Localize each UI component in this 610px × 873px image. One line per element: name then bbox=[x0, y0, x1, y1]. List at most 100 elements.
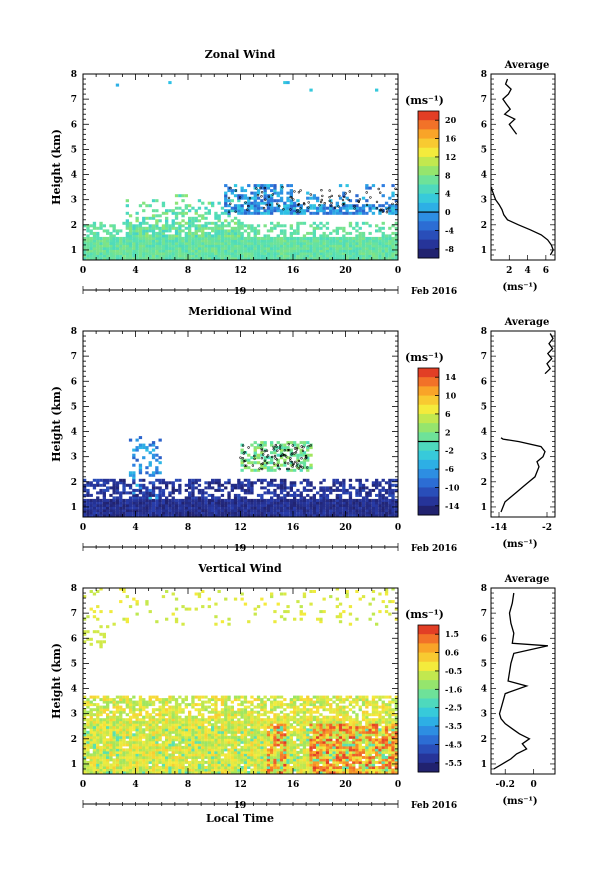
field-cell bbox=[125, 750, 129, 754]
field-cell bbox=[276, 194, 280, 198]
field-cell bbox=[270, 249, 274, 253]
field-cell bbox=[99, 511, 103, 515]
field-cell bbox=[191, 740, 195, 744]
field-cell bbox=[115, 83, 120, 87]
field-cell bbox=[142, 728, 146, 732]
contour-mark bbox=[255, 187, 258, 190]
field-cell bbox=[338, 503, 343, 507]
field-cell bbox=[191, 206, 195, 210]
field-cell bbox=[158, 700, 162, 704]
field-cell bbox=[220, 506, 225, 510]
field-cell bbox=[128, 735, 133, 739]
field-cell bbox=[99, 244, 103, 248]
field-cell bbox=[237, 486, 241, 490]
field-cell bbox=[168, 501, 172, 505]
field-cell bbox=[348, 206, 353, 210]
field-cell bbox=[283, 478, 287, 482]
field-cell bbox=[191, 216, 195, 220]
field-cell bbox=[148, 461, 152, 465]
field-cell bbox=[266, 483, 271, 487]
field-cell bbox=[224, 506, 228, 510]
field-cell bbox=[122, 511, 126, 515]
field-cell bbox=[86, 703, 90, 707]
field-cell bbox=[99, 236, 103, 240]
field-cell bbox=[293, 514, 297, 517]
field-cell bbox=[273, 503, 277, 507]
contour-mark bbox=[330, 204, 333, 208]
field-cell bbox=[168, 81, 172, 85]
field-cell bbox=[191, 511, 195, 515]
field-cell bbox=[138, 509, 143, 512]
field-cell bbox=[358, 478, 362, 482]
field-cell bbox=[165, 252, 169, 255]
field-cell bbox=[178, 211, 182, 215]
field-cell bbox=[184, 204, 188, 208]
field-cell bbox=[381, 184, 385, 188]
field-cell bbox=[83, 748, 87, 752]
field-cell bbox=[138, 226, 143, 230]
field-cell bbox=[171, 249, 175, 253]
field-cell bbox=[128, 498, 133, 502]
field-cell bbox=[135, 498, 139, 502]
field-cell bbox=[109, 733, 113, 737]
field-cell bbox=[122, 478, 126, 482]
field-cell bbox=[158, 498, 162, 502]
field-cell bbox=[197, 710, 202, 714]
field-cell bbox=[266, 206, 271, 210]
field-cell bbox=[233, 231, 238, 235]
field-cell bbox=[128, 236, 133, 240]
field-cell bbox=[322, 244, 326, 248]
field-cell bbox=[151, 453, 156, 457]
field-cell bbox=[96, 483, 100, 487]
field-cell bbox=[174, 231, 179, 235]
field-cell bbox=[174, 239, 179, 243]
field-cell bbox=[171, 715, 175, 719]
field-cell bbox=[122, 700, 126, 704]
field-cell bbox=[375, 206, 379, 210]
field-cell bbox=[161, 595, 166, 599]
field-cell bbox=[286, 204, 290, 208]
field-cell bbox=[355, 206, 359, 210]
field-cell bbox=[194, 231, 198, 235]
field-cell bbox=[227, 715, 231, 719]
field-cell bbox=[266, 456, 271, 460]
field-cell bbox=[89, 766, 93, 769]
field-cell bbox=[102, 720, 106, 724]
field-cell bbox=[181, 748, 185, 752]
field-cell bbox=[106, 246, 110, 250]
day-label: 19 bbox=[234, 287, 247, 297]
field-cell bbox=[178, 750, 182, 754]
field-cell bbox=[355, 511, 359, 515]
field-cell bbox=[174, 252, 179, 255]
field-cell bbox=[83, 758, 87, 762]
field-cell bbox=[283, 201, 287, 205]
field-cell bbox=[174, 607, 179, 611]
field-cell bbox=[86, 488, 90, 492]
field-cell bbox=[83, 713, 87, 717]
field-cell bbox=[250, 481, 254, 485]
field-cell bbox=[368, 493, 372, 497]
field-cell bbox=[319, 511, 323, 515]
field-cell bbox=[99, 710, 103, 714]
field-cell bbox=[161, 204, 166, 208]
field-cell bbox=[299, 509, 303, 512]
field-cell bbox=[207, 758, 211, 762]
field-cell bbox=[83, 768, 87, 772]
field-cell bbox=[217, 483, 221, 487]
field-cell bbox=[358, 206, 362, 210]
field-cell bbox=[279, 481, 284, 485]
field-cell bbox=[329, 509, 333, 512]
field-cell bbox=[122, 708, 126, 712]
field-cell bbox=[178, 733, 182, 737]
field-cell bbox=[247, 244, 251, 248]
field-cell bbox=[86, 239, 90, 243]
field-cell bbox=[106, 745, 110, 749]
field-cell bbox=[89, 498, 93, 502]
field-cell bbox=[178, 748, 182, 752]
field-cell bbox=[260, 199, 264, 203]
field-cell bbox=[286, 491, 290, 495]
field-cell bbox=[188, 715, 192, 719]
field-cell bbox=[233, 254, 238, 258]
field-cell bbox=[227, 214, 231, 218]
field-cell bbox=[230, 740, 234, 744]
